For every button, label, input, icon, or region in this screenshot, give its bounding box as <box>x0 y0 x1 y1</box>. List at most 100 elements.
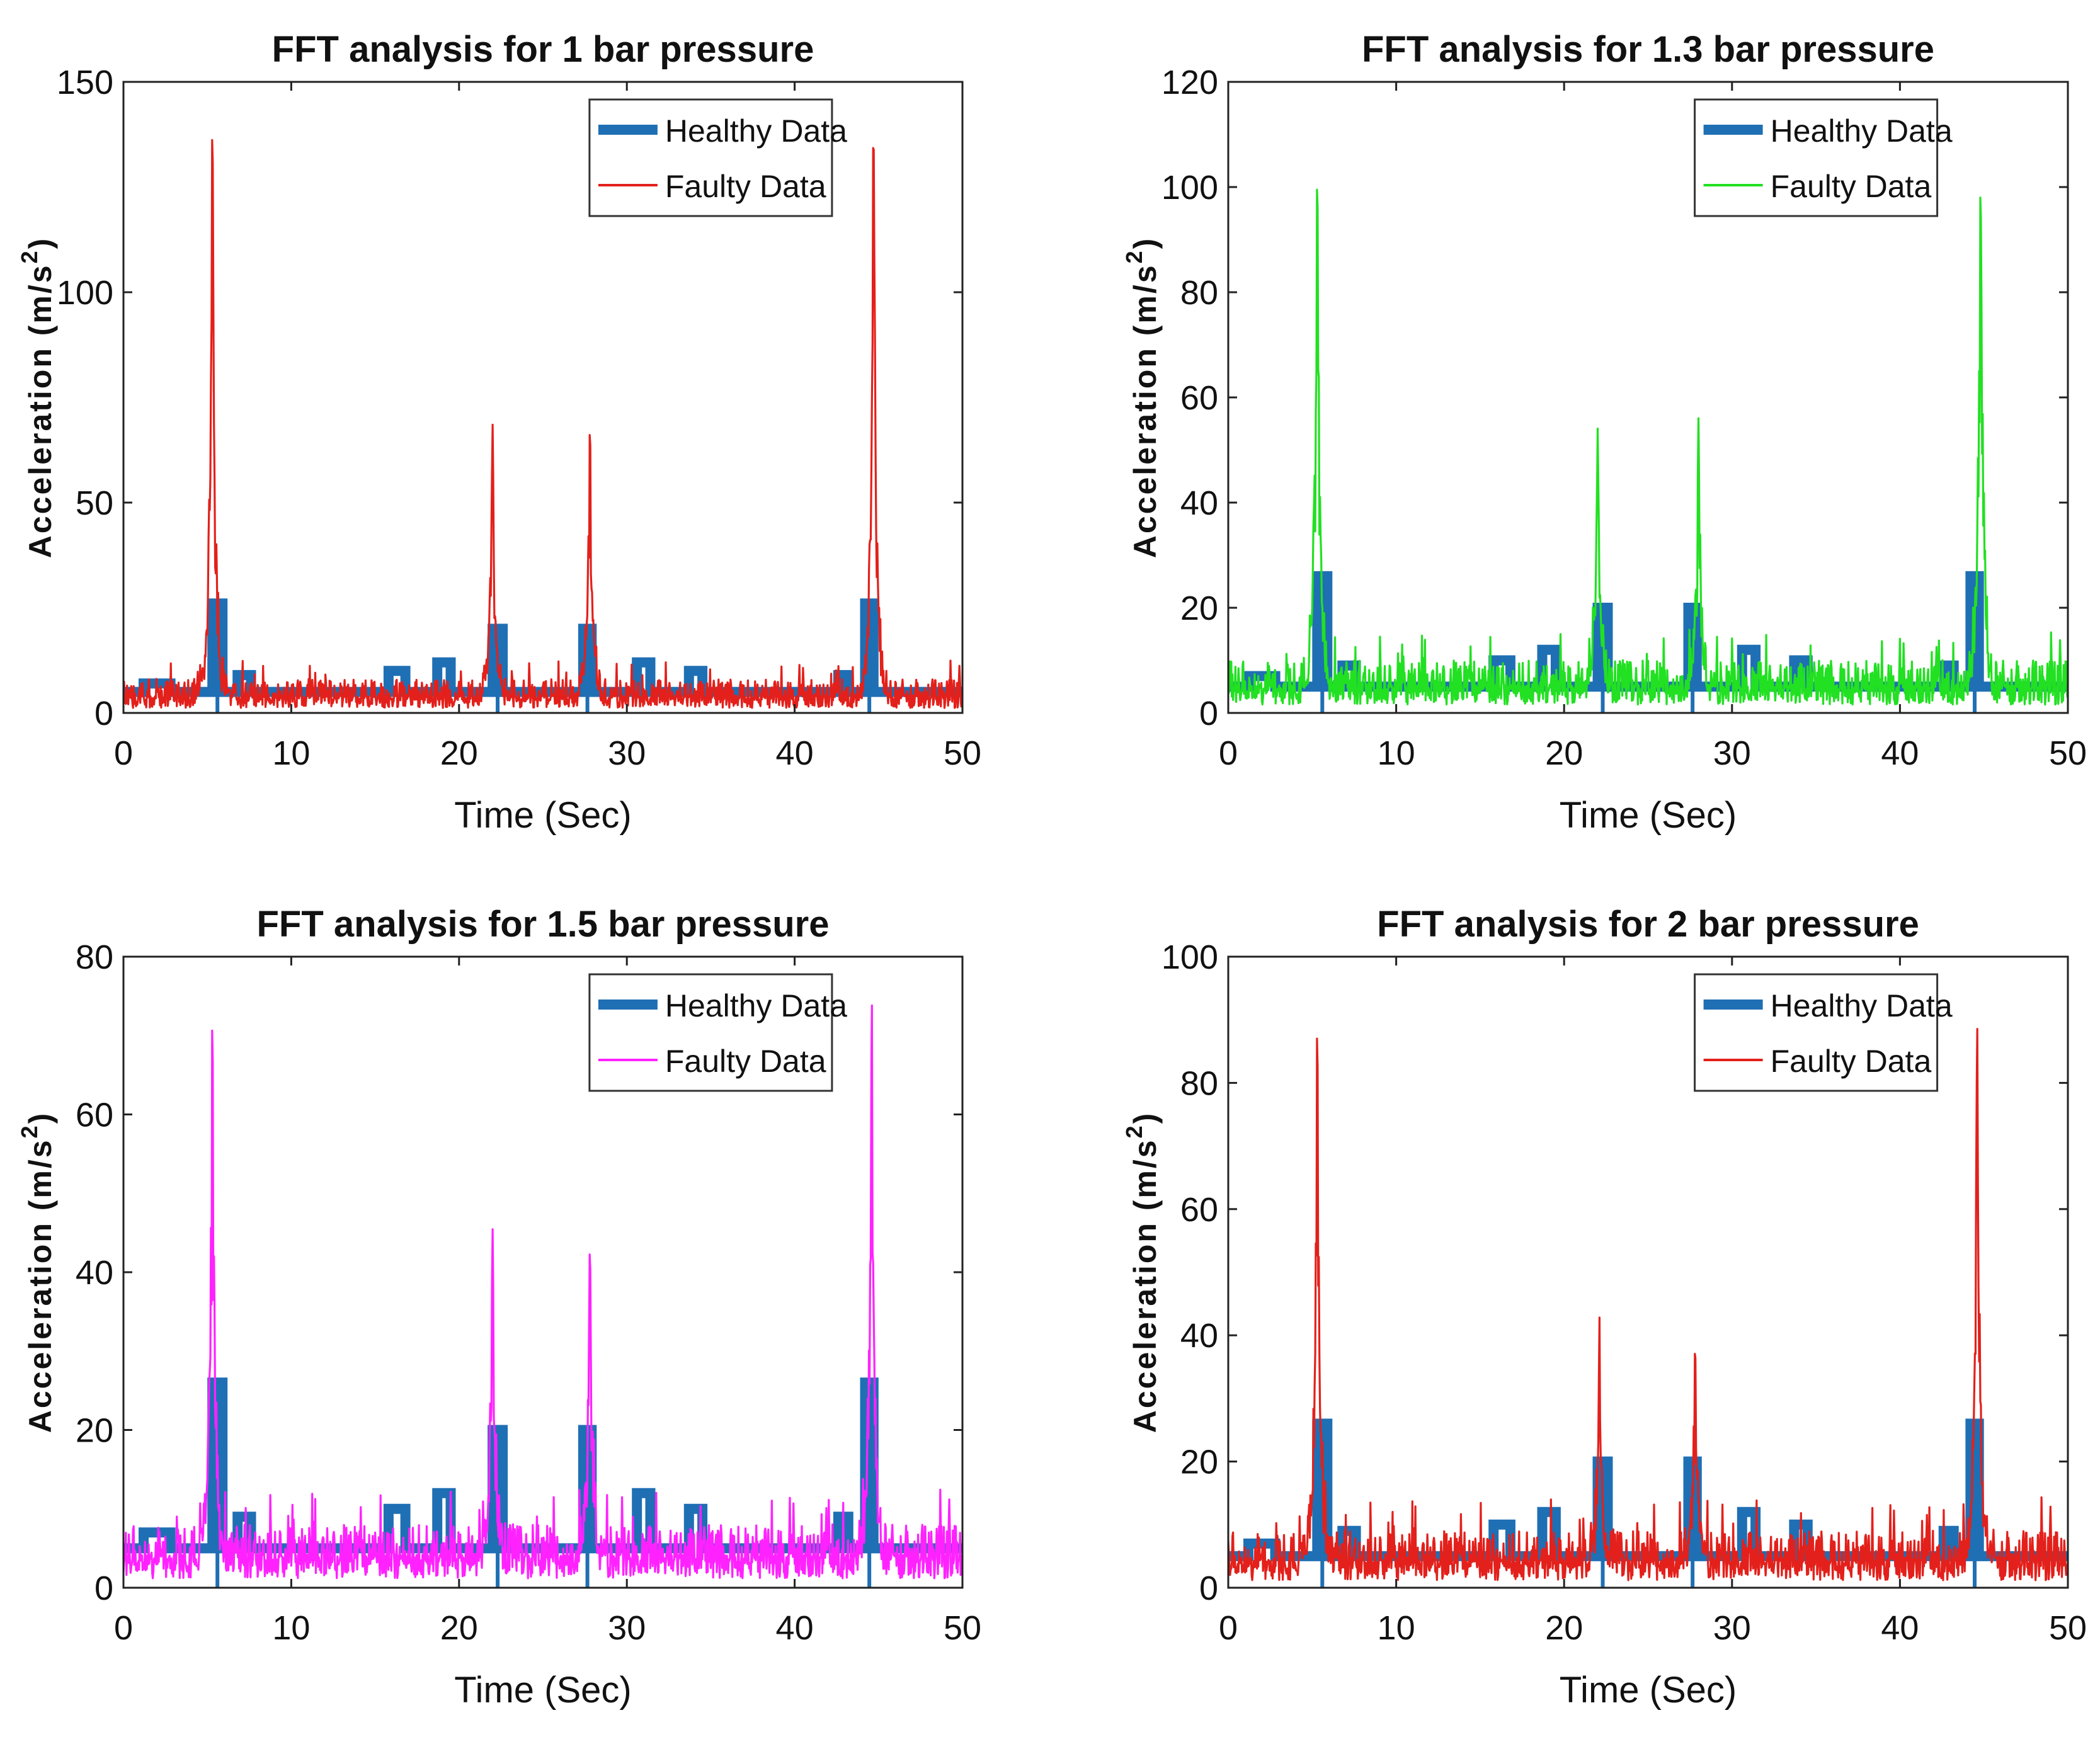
x-tick-label: 30 <box>1713 734 1751 772</box>
y-tick-label: 40 <box>1180 1317 1218 1355</box>
x-tick-label: 50 <box>2049 1609 2087 1647</box>
y-label-close: ) <box>1127 237 1163 249</box>
y-label-text: Acceleration (m/s <box>23 1138 58 1433</box>
y-axis-label: Acceleration (m/s2) <box>16 237 58 559</box>
chart-title: FFT analysis for 2 bar pressure <box>1377 904 1919 945</box>
chart-title: FFT analysis for 1.3 bar pressure <box>1362 29 1934 70</box>
x-tick-label: 20 <box>1545 734 1583 772</box>
legend: Healthy Data Faulty Data <box>1694 973 1953 1092</box>
x-axis-label: Time (Sec) <box>1560 795 1737 836</box>
y-tick-label: 60 <box>76 1096 113 1134</box>
legend-faulty-label: Faulty Data <box>665 1044 826 1079</box>
y-tick-label: 40 <box>1180 484 1218 522</box>
legend-faulty-label: Faulty Data <box>1771 169 1932 204</box>
y-tick-label: 60 <box>1180 379 1218 417</box>
y-tick-label: 80 <box>76 938 113 976</box>
y-tick-label: 0 <box>1199 695 1218 732</box>
y-tick-label: 20 <box>1180 589 1218 627</box>
x-tick-label: 0 <box>1219 734 1238 772</box>
x-tick-label: 50 <box>944 1609 981 1647</box>
x-tick-label: 50 <box>2049 734 2087 772</box>
y-tick-label: 0 <box>94 695 113 732</box>
chart-panel-4: 0 10 20 30 40 50 0 20 40 60 80 100 FFT analysis for … <box>1121 904 2087 1711</box>
x-tick-label: 40 <box>776 734 814 772</box>
y-tick-label: 80 <box>1180 274 1218 312</box>
chart-panel-1: 0 10 20 30 40 50 0 50 100 150 FFT analysis for 1 b… <box>16 29 981 836</box>
y-label-text: Acceleration (m/s <box>1127 263 1163 558</box>
y-label-close: ) <box>23 237 58 249</box>
x-tick-label: 0 <box>1219 1609 1238 1647</box>
x-tick-label: 40 <box>1881 1609 1919 1647</box>
x-tick-label: 30 <box>608 1609 646 1647</box>
y-tick-label: 150 <box>57 64 113 101</box>
x-tick-label: 20 <box>1545 1609 1583 1647</box>
x-axis-label: Time (Sec) <box>454 1670 631 1711</box>
y-tick-label: 0 <box>1199 1569 1218 1607</box>
y-label-text: Acceleration (m/s <box>1127 1138 1163 1433</box>
legend-healthy-label: Healthy Data <box>1771 113 1953 149</box>
y-label-text: Acceleration (m/s <box>23 263 58 558</box>
faulty-data-line <box>122 139 964 709</box>
y-label-superscript: 2 <box>1121 1124 1147 1138</box>
legend-healthy-label: Healthy Data <box>1771 988 1953 1023</box>
y-label-superscript: 2 <box>16 1124 42 1138</box>
faulty-data-line <box>1227 188 2069 706</box>
y-axis-label: Acceleration (m/s2) <box>1121 1112 1163 1433</box>
x-tick-label: 20 <box>440 734 478 772</box>
plot-area <box>1227 955 2069 1589</box>
y-axis-label: Acceleration (m/s2) <box>16 1112 58 1433</box>
chart-title: FFT analysis for 1 bar pressure <box>272 29 814 70</box>
legend-healthy-label: Healthy Data <box>665 113 847 149</box>
y-label-close: ) <box>1127 1112 1163 1124</box>
legend-box <box>1694 98 1939 217</box>
y-label-close: ) <box>23 1112 58 1124</box>
legend: Healthy Data Faulty Data <box>588 973 847 1092</box>
x-tick-label: 20 <box>440 1609 478 1647</box>
x-tick-label: 30 <box>1713 1609 1751 1647</box>
x-tick-label: 10 <box>1378 734 1415 772</box>
chart-panel-3: 0 10 20 30 40 50 0 20 40 60 80 FFT analysis for 1.5… <box>16 904 981 1711</box>
x-tick-label: 0 <box>114 1609 133 1647</box>
plot-area <box>1227 81 2069 714</box>
y-tick-label: 20 <box>1180 1444 1218 1481</box>
y-tick-label: 60 <box>1180 1191 1218 1229</box>
y-label-superscript: 2 <box>1121 249 1147 263</box>
plot-area <box>122 955 964 1589</box>
faulty-data-line <box>122 1004 964 1580</box>
y-tick-label: 80 <box>1180 1064 1218 1102</box>
axes-box <box>1227 955 2069 1589</box>
legend-box <box>588 98 833 217</box>
x-tick-label: 30 <box>608 734 646 772</box>
x-tick-label: 10 <box>272 734 310 772</box>
y-tick-label: 50 <box>76 484 113 522</box>
legend: Healthy Data Faulty Data <box>1694 98 1953 217</box>
x-axis-label: Time (Sec) <box>454 795 631 836</box>
y-tick-label: 100 <box>1161 169 1218 207</box>
legend-faulty-label: Faulty Data <box>1771 1044 1932 1079</box>
x-tick-label: 0 <box>114 734 133 772</box>
x-axis-label: Time (Sec) <box>1560 1670 1737 1711</box>
y-tick-label: 100 <box>57 274 113 312</box>
x-tick-label: 10 <box>1378 1609 1415 1647</box>
x-tick-label: 10 <box>272 1609 310 1647</box>
chart-panel-2: 0 10 20 30 40 50 0 20 40 60 80 100 120 FFT analysis f… <box>1121 29 2087 836</box>
y-tick-label: 0 <box>94 1569 113 1607</box>
x-tick-label: 50 <box>944 734 981 772</box>
x-tick-label: 40 <box>1881 734 1919 772</box>
legend: Healthy Data Faulty Data <box>588 98 847 217</box>
y-tick-label: 100 <box>1161 938 1218 976</box>
y-axis-label: Acceleration (m/s2) <box>1121 237 1163 559</box>
legend-box <box>1694 973 1939 1092</box>
legend-healthy-label: Healthy Data <box>665 988 847 1023</box>
plot-area <box>122 81 964 714</box>
y-tick-label: 20 <box>76 1412 113 1450</box>
y-tick-label: 40 <box>76 1254 113 1292</box>
legend-faulty-label: Faulty Data <box>665 169 826 204</box>
chart-title: FFT analysis for 1.5 bar pressure <box>256 904 829 945</box>
faulty-data-line <box>1227 1028 2069 1581</box>
x-tick-label: 40 <box>776 1609 814 1647</box>
y-label-superscript: 2 <box>16 249 42 263</box>
legend-box <box>588 973 833 1092</box>
y-tick-label: 120 <box>1161 64 1218 101</box>
